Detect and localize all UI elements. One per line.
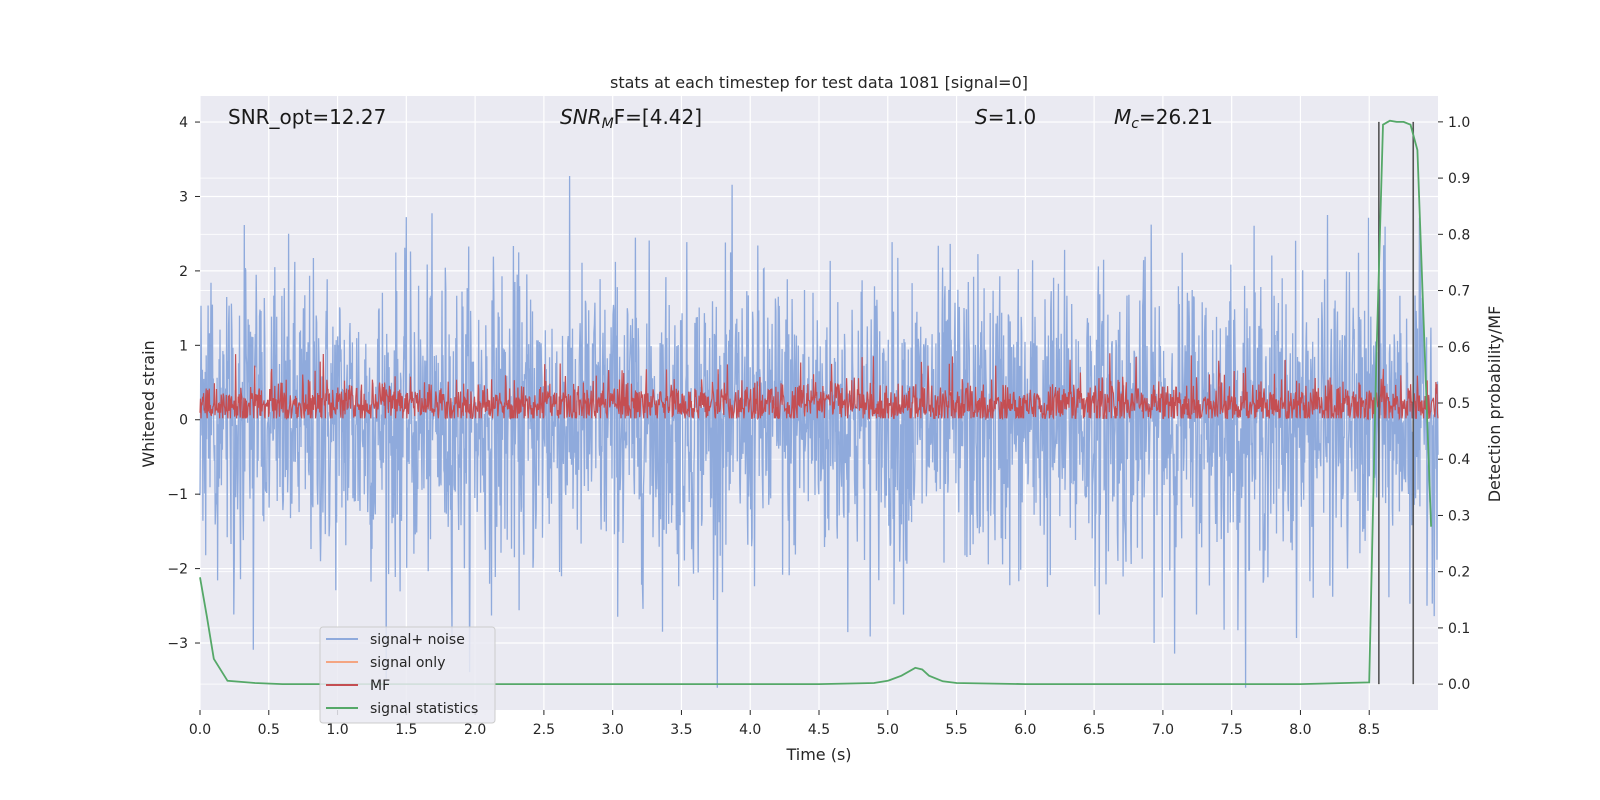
right-y-axis-label: Detection probability/MF — [1485, 306, 1504, 503]
left-y-tick-label: −1 — [167, 487, 188, 503]
series-mf — [199, 353, 1439, 421]
right-y-tick-label: 0.9 — [1448, 171, 1470, 187]
x-tick-label: 6.5 — [1083, 722, 1105, 738]
x-tick-label: 2.5 — [533, 722, 555, 738]
right-y-axis-ticks: 1.0 0.9 0.8 0.7 0.6 0.5 0.4 0.3 0.2 0.1 0.0 — [1438, 115, 1470, 693]
x-tick-label: 0.5 — [258, 722, 280, 738]
series-line-signal-noise — [199, 175, 1439, 688]
x-tick-label: 7.5 — [1221, 722, 1243, 738]
x-axis-ticks: 0.0 0.5 1.0 1.5 2.0 2.5 3.0 3.5 4.0 4.5 5.0 5.5 6.0 6… — [189, 710, 1380, 738]
x-tick-label: 2.0 — [464, 722, 486, 738]
annotation-snr-mf: SNRMF=[4.42] — [560, 105, 702, 132]
right-y-tick-label: 0.6 — [1448, 340, 1470, 356]
left-y-tick-label: 0 — [179, 413, 188, 429]
left-y-axis-ticks: 4 3 2 1 0 −1 −2 −3 — [167, 115, 200, 652]
x-tick-label: 4.5 — [808, 722, 830, 738]
x-axis-label: Time (s) — [785, 745, 851, 764]
x-tick-label: 3.5 — [670, 722, 692, 738]
mc-rest: =26.21 — [1139, 105, 1213, 129]
series-line-signal-statistics — [199, 119, 1432, 685]
snr-mf-rest: F=[4.42] — [614, 105, 702, 129]
series-signal-noise — [199, 175, 1439, 688]
s-rest: =1.0 — [988, 105, 1037, 129]
x-tick-label: 5.5 — [945, 722, 967, 738]
left-y-tick-label: 2 — [179, 264, 188, 280]
x-tick-label: 1.5 — [395, 722, 417, 738]
legend-label-signal-only: signal only — [370, 655, 445, 671]
left-y-tick-label: 3 — [179, 189, 188, 205]
right-y-tick-label: 0.4 — [1448, 452, 1470, 468]
snr-mf-main: SNR — [560, 105, 602, 129]
snr-mf-sub: M — [602, 116, 614, 132]
s-main: S — [975, 105, 988, 129]
right-y-tick-label: 1.0 — [1448, 115, 1470, 131]
x-tick-label: 8.5 — [1358, 722, 1380, 738]
right-y-tick-label: 0.3 — [1448, 508, 1470, 524]
legend: signal+ noise signal only MF signal stat… — [319, 626, 496, 724]
chart-title: stats at each timestep for test data 108… — [610, 73, 1028, 92]
left-y-tick-label: 4 — [179, 115, 188, 131]
annotation-s: S=1.0 — [975, 105, 1036, 129]
x-tick-label: 8.0 — [1289, 722, 1311, 738]
right-y-tick-label: 0.1 — [1448, 621, 1470, 637]
legend-label-signal-noise: signal+ noise — [370, 632, 465, 648]
left-y-tick-label: 1 — [179, 338, 188, 354]
right-y-tick-label: 0.7 — [1448, 284, 1470, 300]
right-y-tick-label: 0.8 — [1448, 227, 1470, 243]
left-y-tick-label: −3 — [167, 636, 188, 652]
x-tick-label: 6.0 — [1014, 722, 1036, 738]
right-y-tick-label: 0.0 — [1448, 677, 1470, 693]
legend-label-signal-statistics: signal statistics — [370, 701, 478, 717]
x-tick-label: 3.0 — [602, 722, 624, 738]
right-y-tick-label: 0.5 — [1448, 396, 1470, 412]
right-y-tick-label: 0.2 — [1448, 565, 1470, 581]
legend-box — [319, 626, 496, 724]
series-signal-statistics — [199, 119, 1432, 685]
x-tick-label: 7.0 — [1152, 722, 1174, 738]
vertical-marker-lines — [1378, 121, 1415, 685]
mc-sub: c — [1131, 116, 1139, 132]
left-y-tick-label: −2 — [167, 562, 188, 578]
x-tick-label: 4.0 — [739, 722, 761, 738]
series-line-mf — [199, 353, 1439, 421]
annotation-mc: Mc=26.21 — [1114, 105, 1213, 132]
x-tick-label: 0.0 — [189, 722, 211, 738]
left-y-axis-label: Whitened strain — [139, 340, 158, 467]
x-tick-label: 1.0 — [326, 722, 348, 738]
x-tick-label: 5.0 — [877, 722, 899, 738]
mc-main: M — [1114, 105, 1131, 129]
annotation-snr-opt: SNR_opt=12.27 — [228, 105, 386, 129]
legend-label-mf: MF — [370, 678, 390, 694]
